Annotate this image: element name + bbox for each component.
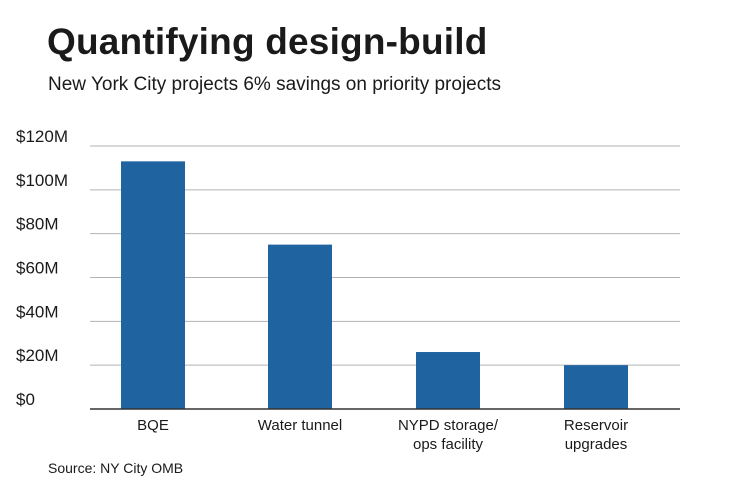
chart-subtitle: New York City projects 6% savings on pri… — [48, 74, 502, 95]
y-tick-label: $120M — [16, 127, 68, 146]
bar — [268, 244, 332, 409]
bar — [121, 161, 185, 409]
y-tick-label: $100M — [16, 171, 68, 190]
category-label: Reservoir — [564, 417, 628, 434]
y-tick-label: $40M — [16, 302, 59, 321]
bars — [121, 161, 628, 409]
bar — [564, 365, 628, 409]
category-label: ops facility — [413, 436, 484, 453]
y-tick-labels: $0 $20M $40M $60M $80M $100M $120M — [16, 127, 68, 409]
category-label: Water tunnel — [258, 417, 343, 434]
y-tick-label: $20M — [16, 346, 59, 365]
source-note: Source: NY City OMB — [48, 460, 184, 476]
bar — [416, 352, 480, 409]
y-tick-label: $0 — [16, 390, 35, 409]
y-tick-label: $80M — [16, 215, 59, 234]
category-label: upgrades — [565, 436, 628, 453]
category-label: BQE — [137, 417, 169, 434]
category-label: NYPD storage/ — [398, 417, 499, 434]
chart-title: Quantifying design-build — [47, 21, 488, 62]
y-tick-label: $60M — [16, 259, 59, 278]
category-labels: BQE Water tunnel NYPD storage/ops facility… — [137, 417, 628, 453]
